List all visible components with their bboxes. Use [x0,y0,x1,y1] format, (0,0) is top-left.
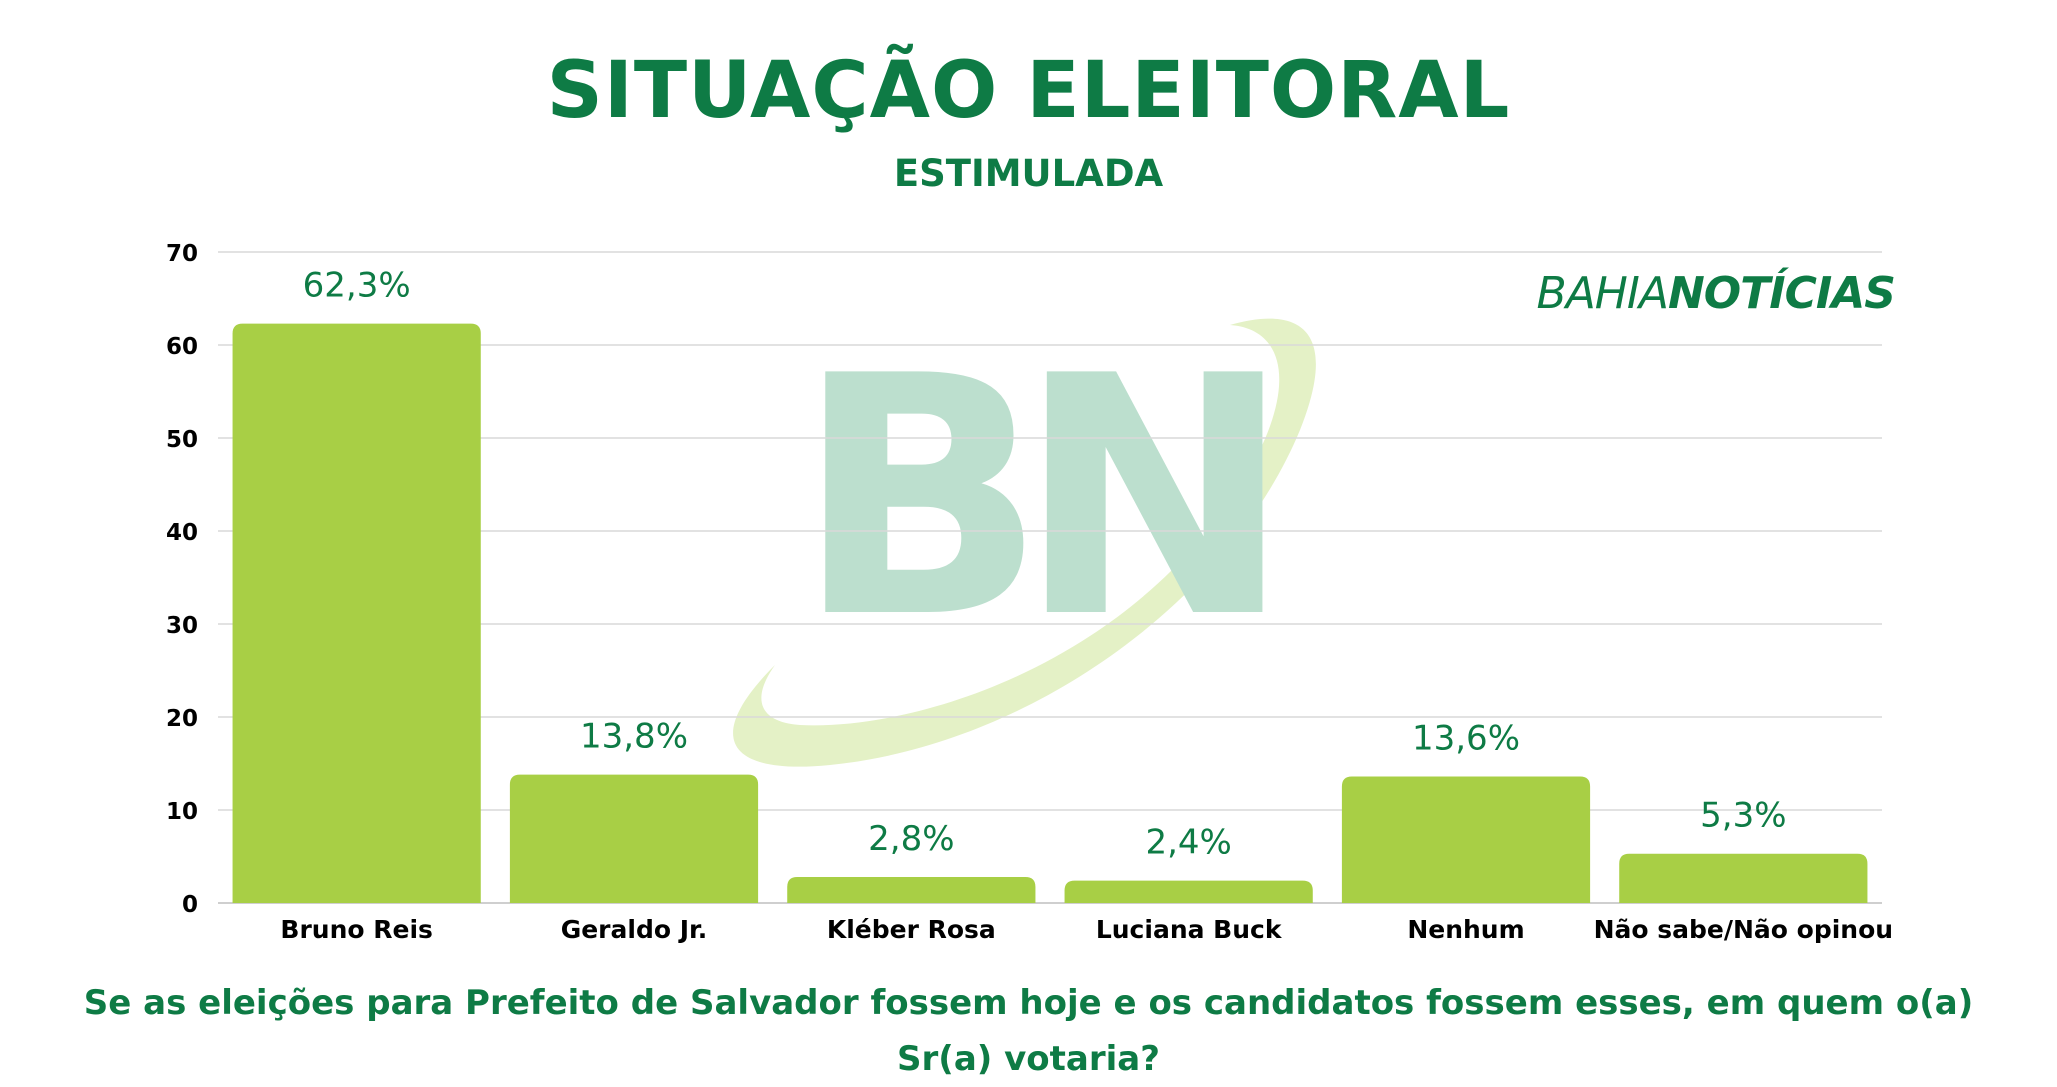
data-label: 13,6% [1412,719,1520,759]
y-tick-label: 60 [166,334,198,360]
y-tick-label: 20 [166,706,198,732]
bar [1341,776,1591,903]
bar [787,876,1036,903]
x-category-label: Luciana Buck [1096,915,1283,944]
bar [1619,853,1868,903]
x-category-label: Não sabe/Não opinou [1594,915,1894,944]
y-tick-label: 70 [166,241,198,267]
watermark-swoosh [733,318,1316,767]
data-label: 13,8% [580,717,688,757]
watermark-bn-text: BN [795,306,1264,690]
survey-question: Se as eleições para Prefeito de Salvador… [83,983,1974,1079]
chart-title: SITUAÇÃO ELEITORAL [546,46,1511,136]
bn-watermark-logo: BN [733,306,1316,767]
data-label: 2,8% [868,819,954,859]
bar [232,323,481,903]
brand-part-bahia: BAHIA [1536,268,1669,319]
data-label: 2,4% [1145,823,1231,863]
y-tick-label: 0 [182,892,198,918]
y-tick-label: 10 [166,799,198,825]
bar [1064,880,1313,903]
y-tick-label: 50 [166,427,198,453]
x-category-label: Nenhum [1407,915,1524,944]
bahia-noticias-logo: BAHIANOTÍCIAS [1536,268,1896,319]
bar [509,774,759,903]
y-tick-label: 30 [166,613,198,639]
y-tick-label: 40 [166,520,198,546]
x-category-label: Kléber Rosa [827,915,996,944]
data-label: 62,3% [303,266,411,306]
data-label: 5,3% [1700,796,1786,836]
x-category-label: Geraldo Jr. [561,915,708,944]
x-category-label: Bruno Reis [280,915,433,944]
brand-part-noticias: NOTÍCIAS [1667,268,1896,319]
chart-subtitle: ESTIMULADA [893,152,1164,195]
